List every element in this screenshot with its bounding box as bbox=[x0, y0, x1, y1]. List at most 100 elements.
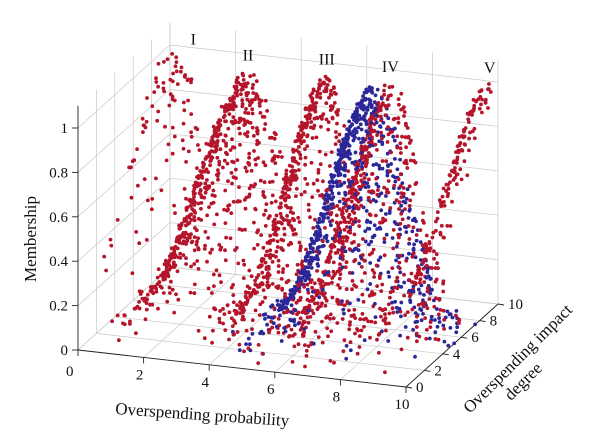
scatter-point bbox=[336, 299, 341, 303]
scatter-point bbox=[359, 265, 364, 269]
scatter-point bbox=[233, 309, 238, 313]
scatter-point bbox=[486, 106, 490, 110]
scatter-point bbox=[237, 348, 242, 353]
scatter-point bbox=[295, 312, 299, 317]
scatter-point bbox=[256, 343, 261, 347]
scatter-point bbox=[250, 327, 254, 331]
scatter-point bbox=[300, 265, 305, 270]
scatter-point bbox=[440, 194, 445, 199]
scatter-point bbox=[282, 197, 287, 202]
scatter-point bbox=[174, 60, 179, 64]
scatter-point bbox=[438, 230, 443, 235]
scatter-point bbox=[341, 197, 346, 202]
scatter-point bbox=[260, 270, 265, 275]
x-tick-label: 0 bbox=[66, 364, 74, 380]
scatter-point bbox=[338, 157, 343, 162]
scatter-point bbox=[441, 186, 446, 191]
scatter-point bbox=[323, 303, 328, 308]
scatter-point bbox=[305, 182, 310, 187]
scatter-point bbox=[371, 247, 376, 252]
scatter-point bbox=[438, 201, 443, 205]
scatter-point bbox=[437, 320, 442, 324]
scatter-point bbox=[214, 268, 219, 273]
scatter-point bbox=[325, 83, 330, 87]
scatter-point bbox=[219, 280, 223, 285]
y-tick-label: 6 bbox=[471, 330, 479, 346]
scatter-point bbox=[338, 272, 343, 276]
scatter-point bbox=[193, 126, 198, 130]
scatter-point bbox=[298, 248, 302, 253]
scatter-point bbox=[257, 313, 262, 317]
scatter-point bbox=[318, 91, 323, 96]
scatter-point bbox=[337, 276, 342, 281]
scatter-point bbox=[230, 324, 235, 328]
scatter-point bbox=[281, 218, 286, 222]
scatter-point bbox=[342, 235, 346, 240]
scatter-point bbox=[257, 97, 261, 102]
scatter-point bbox=[455, 144, 460, 149]
scatter-point bbox=[300, 322, 305, 327]
scatter-point bbox=[340, 250, 345, 255]
scatter-point bbox=[247, 120, 252, 125]
scatter-point bbox=[253, 157, 258, 162]
scatter-point bbox=[233, 120, 238, 125]
scatter-point bbox=[336, 173, 341, 178]
scatter-point bbox=[405, 166, 410, 170]
scatter-point bbox=[368, 199, 373, 204]
scatter-point bbox=[359, 173, 363, 178]
scatter-point bbox=[377, 139, 382, 144]
scatter-point bbox=[315, 93, 319, 98]
scatter-point bbox=[355, 112, 359, 117]
scatter-point bbox=[395, 167, 400, 172]
scatter-point bbox=[483, 97, 488, 102]
scatter-point bbox=[420, 243, 425, 248]
scatter-point bbox=[244, 107, 248, 111]
scatter-point bbox=[238, 311, 242, 316]
scatter-point bbox=[418, 307, 422, 311]
scatter-point bbox=[177, 241, 182, 245]
scatter-point bbox=[250, 86, 255, 90]
scatter-point bbox=[380, 142, 385, 147]
scatter-point bbox=[176, 297, 181, 302]
scatter-point bbox=[418, 277, 423, 281]
scatter-point bbox=[296, 298, 301, 303]
peak-annotations: III III IV V bbox=[191, 31, 496, 77]
scatter-point bbox=[143, 125, 148, 130]
scatter-point bbox=[291, 211, 295, 216]
scatter-point bbox=[448, 326, 453, 330]
scatter-point bbox=[308, 215, 312, 220]
scatter-point bbox=[165, 261, 170, 266]
scatter-point bbox=[253, 282, 258, 287]
scatter-point bbox=[268, 136, 272, 140]
left-wall-grid bbox=[77, 44, 171, 129]
scatter-point bbox=[357, 224, 362, 229]
scatter-point bbox=[441, 279, 446, 284]
scatter-point bbox=[362, 180, 367, 185]
scatter-point bbox=[295, 262, 300, 267]
scatter-point bbox=[334, 213, 339, 218]
scatter-point bbox=[340, 152, 345, 157]
scatter-point bbox=[480, 97, 484, 102]
scatter-point bbox=[289, 174, 294, 179]
scatter-point bbox=[400, 217, 405, 222]
scatter-point bbox=[388, 206, 393, 210]
scatter-point bbox=[344, 208, 349, 213]
scatter-point bbox=[324, 315, 328, 320]
back-wall-grid bbox=[169, 89, 499, 127]
scatter-point bbox=[203, 243, 208, 248]
scatter-point bbox=[134, 331, 138, 336]
scatter-point bbox=[304, 125, 308, 130]
scatter-point bbox=[437, 316, 441, 320]
scatter-point bbox=[261, 160, 266, 165]
scatter-point bbox=[279, 277, 284, 281]
scatter-point bbox=[197, 148, 202, 153]
scatter-point bbox=[391, 228, 396, 232]
scatter-point bbox=[167, 285, 172, 290]
scatter-point bbox=[235, 330, 240, 334]
scatter-point bbox=[352, 313, 356, 318]
scatter-point bbox=[459, 177, 464, 182]
scatter-point bbox=[188, 290, 193, 295]
scatter-point bbox=[314, 101, 319, 105]
scatter-point bbox=[223, 248, 227, 253]
scatter-point bbox=[363, 164, 368, 169]
